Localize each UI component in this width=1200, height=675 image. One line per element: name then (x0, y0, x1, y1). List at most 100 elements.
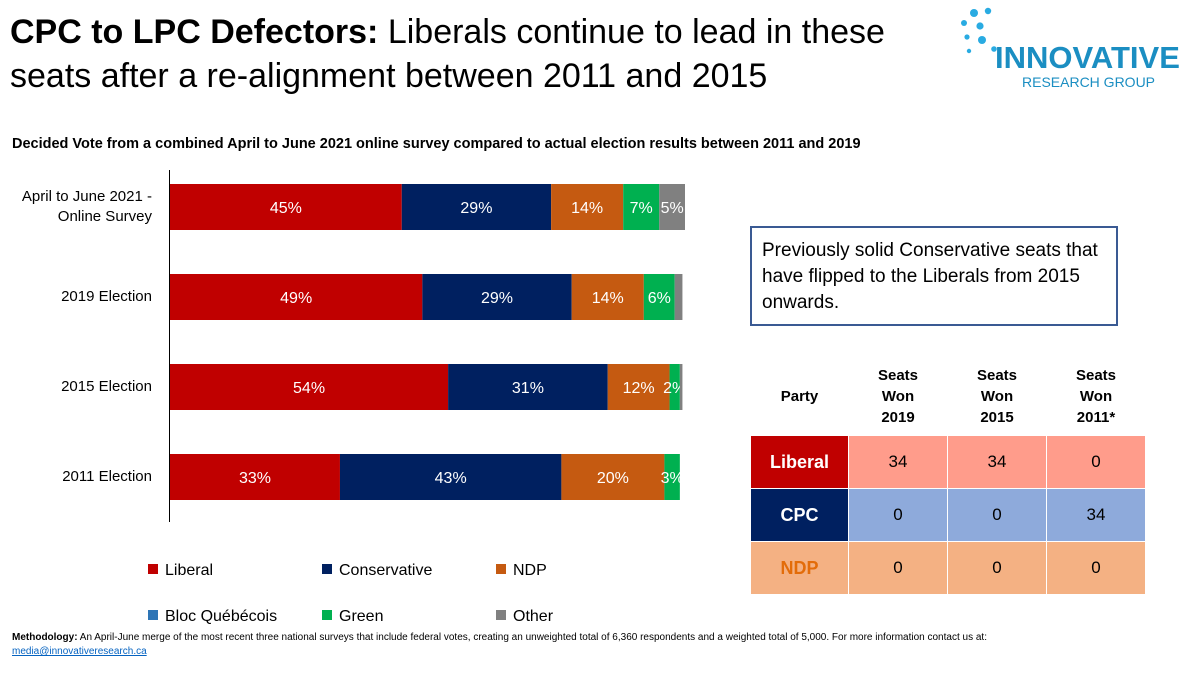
header-2015-l3: 2015 (980, 409, 1014, 426)
legend-swatch (322, 610, 332, 620)
data-label-other-0: 5% (661, 200, 684, 217)
data-label-conservative-0: 29% (460, 200, 492, 217)
chart-subtitle: Decided Vote from a combined April to Ju… (12, 136, 861, 152)
data-label-green-0: 7% (630, 200, 653, 217)
category-label-0: April to June 2021 - Online Survey (21, 188, 152, 225)
logo-dot (976, 22, 984, 30)
bar-ndp-0 (551, 184, 624, 230)
seats-value-cell: 0 (848, 541, 948, 595)
seats-value-cell: 34 (848, 435, 948, 489)
contact-email-link[interactable]: media@innovativeresearch.ca (12, 646, 147, 657)
bar-other-1 (674, 274, 683, 320)
methodology-text: An April-June merge of the most recent t… (77, 632, 987, 643)
page-title: CPC to LPC Defectors: Liberals continue … (10, 10, 930, 98)
data-label-ndp-3: 20% (597, 470, 629, 487)
header-2011-l3: 2011* (1076, 409, 1116, 426)
logo-dots-icon (961, 7, 997, 54)
category-label-3: 2011 Election (62, 468, 152, 485)
header-2011: Seats Won 2011* (1047, 358, 1146, 436)
bar-green-2 (669, 364, 680, 410)
logo-dot (978, 36, 986, 44)
logo-dot (970, 9, 978, 17)
innovative-logo: INNOVATIVE RESEARCH GROUP (961, 7, 1180, 90)
data-label-liberal-1: 49% (280, 290, 312, 307)
data-label-ndp-0: 14% (571, 200, 603, 217)
logo-dot (984, 7, 992, 15)
legend-swatch (496, 564, 506, 574)
seats-value-cell: 34 (947, 435, 1047, 489)
legend-label: Green (339, 608, 384, 625)
legend-item-other: Other (496, 608, 553, 626)
party-cell: NDP (750, 541, 849, 595)
party-cell: Liberal (750, 435, 849, 489)
data-label-liberal-0: 45% (270, 200, 302, 217)
data-label-liberal-2: 54% (293, 380, 325, 397)
legend-swatch (148, 564, 158, 574)
chart-legend: Liberal Conservative NDP Bloc Québécois Gree… (0, 560, 720, 630)
data-label-green-3: 3% (661, 470, 684, 487)
methodology-note: Methodology: An April-June merge of the … (12, 631, 1192, 659)
header-2019: Seats Won 2019 (849, 358, 948, 436)
bar-liberal-3 (170, 454, 340, 500)
seats-value-cell: 34 (1046, 488, 1146, 542)
bar-conservative-1 (422, 274, 572, 320)
bar-liberal-2 (170, 364, 449, 410)
data-label-ndp-1: 14% (592, 290, 624, 307)
data-label-conservative-3: 43% (435, 470, 467, 487)
seats-value-cell: 0 (848, 488, 948, 542)
logo-dot (964, 34, 970, 40)
bar-green-0 (623, 184, 660, 230)
legend-item-conservative: Conservative (322, 562, 432, 580)
header-party: Party (780, 388, 819, 405)
seats-row-ndp: NDP 0 0 0 (750, 541, 1146, 595)
header-2011-l1: Seats (1075, 367, 1117, 384)
legend-label: Bloc Québécois (165, 608, 278, 625)
bar-liberal-0 (170, 184, 402, 230)
header-2015-l2: Won (980, 388, 1014, 405)
logo-dot (966, 48, 972, 54)
seats-value-cell: 0 (947, 541, 1047, 595)
seats-header-row: Party Seats Won 2019 Seats Won 2015 Seats Won… (751, 358, 1146, 436)
logo-dot (961, 20, 967, 26)
seats-value-cell: 0 (1046, 541, 1146, 595)
data-label-conservative-1: 29% (481, 290, 513, 307)
seats-row-liberal: Liberal 34 34 0 (750, 435, 1146, 489)
stacked-bar-chart: 45% 29% 14% 7% 5% 49% 29% 14% 6% 54% 31% 12% 2% 33% 43… (169, 170, 686, 522)
bar-green-1 (643, 274, 675, 320)
bar-conservative-3 (339, 454, 562, 500)
bar-ndp-3 (561, 454, 665, 500)
methodology-label: Methodology: (12, 632, 78, 643)
legend-label: Other (513, 608, 554, 625)
category-label-2: 2015 Election (61, 378, 152, 395)
legend-label: Liberal (165, 562, 214, 579)
data-label-ndp-2: 12% (623, 380, 655, 397)
title-rest: Liberals continue to lead in these seats… (10, 13, 885, 95)
logo-dot (991, 46, 997, 52)
legend-item-green: Green (322, 608, 383, 626)
legend-label: Conservative (339, 562, 433, 579)
legend-swatch (322, 564, 332, 574)
legend-item-ndp: NDP (496, 562, 547, 580)
data-label-green-1: 6% (648, 290, 671, 307)
header-2019-l2: Won (881, 388, 915, 405)
bar-other-0 (659, 184, 685, 230)
seats-value-cell: 0 (1046, 435, 1146, 489)
legend-item-bloc-qu-b-cois: Bloc Québécois (148, 608, 277, 626)
seats-row-cpc: CPC 0 0 34 (750, 488, 1146, 542)
header-2019-l1: Seats (877, 367, 919, 384)
legend-swatch (148, 610, 158, 620)
seats-table-body: Liberal 34 34 0 CPC 0 0 34 NDP 0 0 0 (750, 435, 1146, 595)
legend-swatch (496, 610, 506, 620)
bar-liberal-1 (170, 274, 423, 320)
legend-label: NDP (513, 562, 547, 579)
header-2015-l1: Seats (976, 367, 1018, 384)
data-label-green-2: 2% (663, 380, 686, 397)
bar-green-3 (664, 454, 680, 500)
bar-ndp-2 (607, 364, 670, 410)
bar-conservative-2 (448, 364, 608, 410)
title-bold: CPC to LPC Defectors: (10, 13, 379, 51)
bar-other-2 (679, 364, 683, 410)
logo-sub: RESEARCH GROUP (1022, 74, 1155, 90)
party-cell: CPC (750, 488, 849, 542)
data-label-liberal-3: 33% (239, 470, 271, 487)
